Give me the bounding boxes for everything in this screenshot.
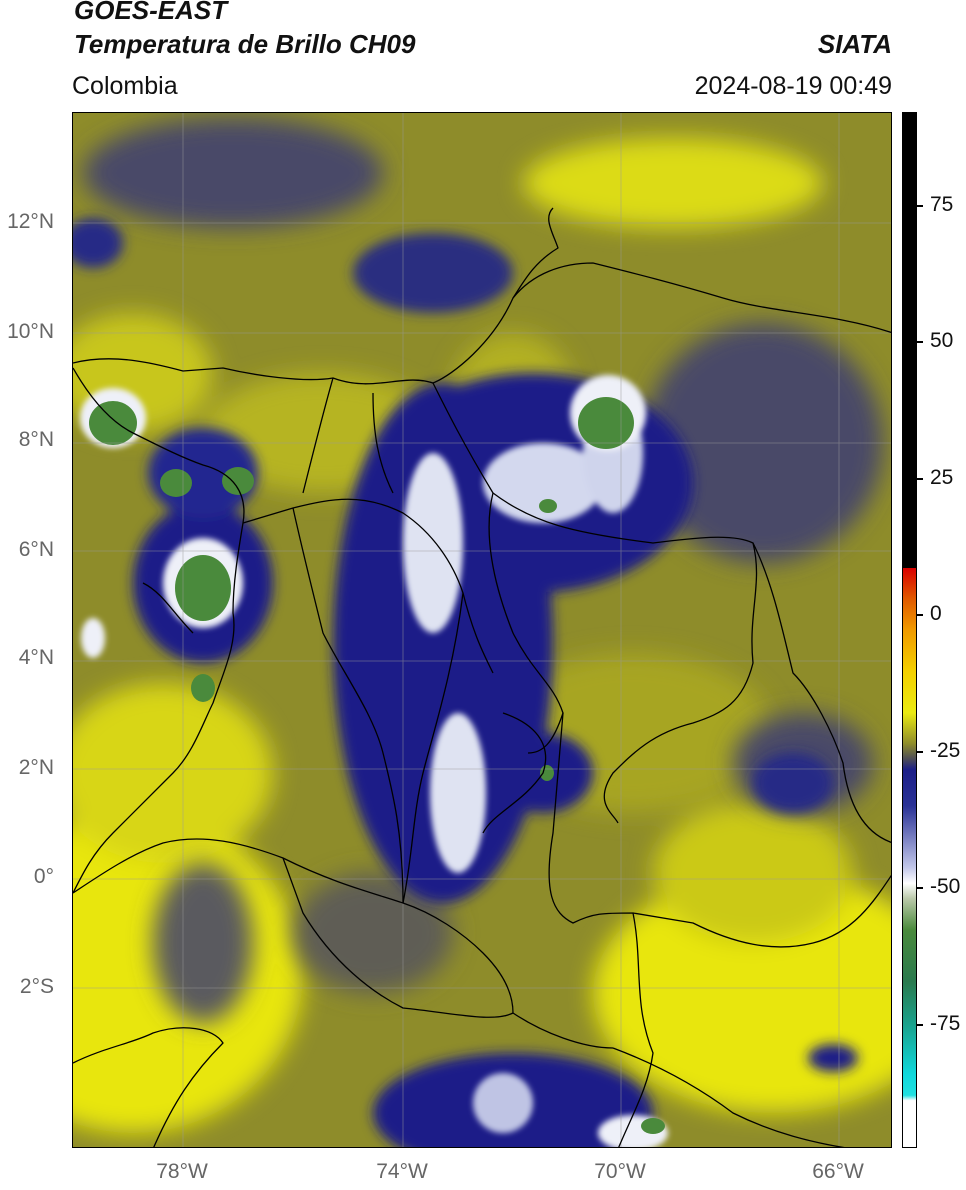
longitude-label: 70°W [594, 1160, 646, 1183]
cool-regions [83, 118, 883, 1023]
graticule [73, 113, 891, 1147]
colorbar-label: 75 [930, 193, 954, 216]
very-cold-cores [80, 375, 668, 1147]
latitude-label: 12°N [7, 210, 54, 233]
colorbar-tick [917, 341, 923, 343]
country-borders [73, 207, 891, 1147]
satellite-map[interactable] [72, 112, 892, 1148]
longitude-label: 78°W [156, 1160, 208, 1183]
longitude-label: 66°W [812, 1160, 864, 1183]
organization-label: SIATA [817, 29, 892, 59]
colorbar-tick [917, 614, 923, 616]
latitude-label: 2°S [19, 975, 54, 998]
product-title: Temperatura de Brillo CH09 [74, 29, 416, 59]
colorbar-tick [917, 887, 923, 889]
temperature-colorbar [902, 112, 917, 1148]
colorbar-label: 50 [930, 329, 954, 352]
brightness-temperature-image [73, 113, 891, 1147]
latitude-label: 4°N [18, 646, 54, 669]
latitude-label: 10°N [7, 320, 54, 343]
colorbar-label: 0 [930, 602, 942, 625]
colorbar-label: 25 [930, 466, 954, 489]
colorbar-tick [917, 205, 923, 207]
region-label: Colombia [72, 72, 178, 100]
colorbar-tick [917, 1024, 923, 1026]
longitude-label: 74°W [376, 1160, 428, 1183]
latitude-label: 6°N [18, 538, 54, 561]
latitude-label: 8°N [18, 428, 54, 451]
colorbar-tick [917, 478, 923, 480]
datetime-label: 2024-08-19 00:49 [694, 72, 892, 100]
colorbar-label: -25 [930, 739, 961, 762]
latitude-label: 2°N [18, 756, 54, 779]
coldest-cores [89, 397, 665, 1134]
latitude-label: 0° [33, 865, 54, 888]
colorbar-tick [917, 751, 923, 753]
colorbar-label: -75 [930, 1012, 961, 1035]
colorbar-label: -50 [930, 875, 961, 898]
satellite-title: GOES-EAST [74, 0, 228, 25]
